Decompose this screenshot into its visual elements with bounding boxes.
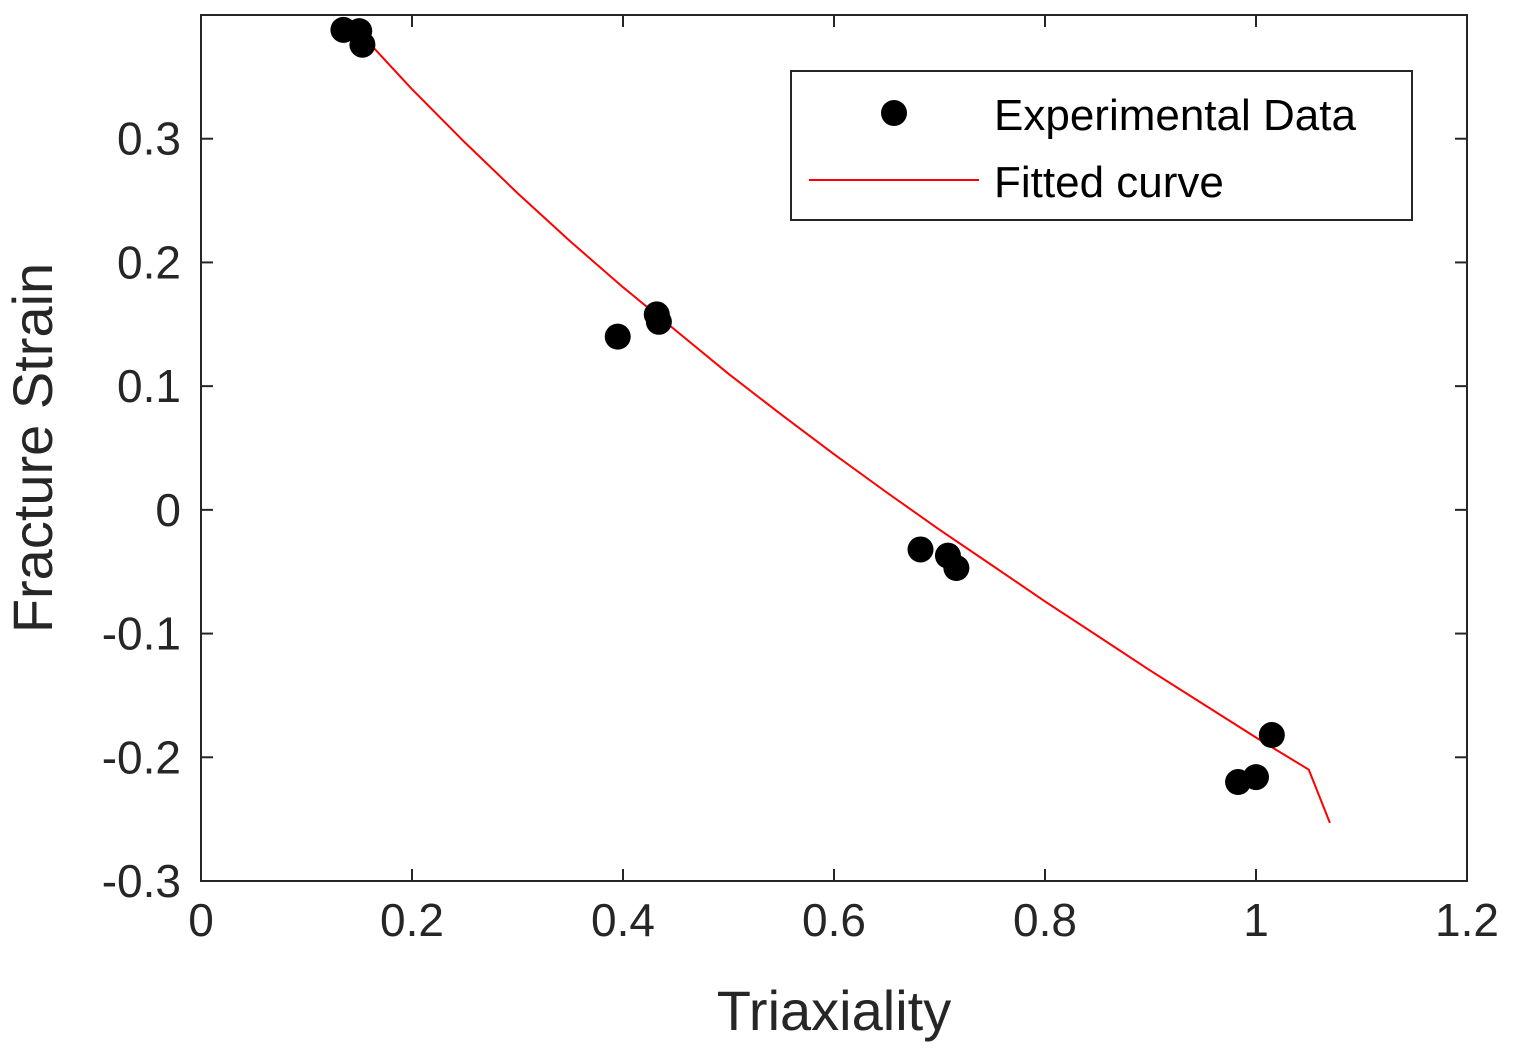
legend-box [790,70,1413,221]
x-tick-label: 1.2 [1435,894,1499,946]
plot-frame [200,14,1468,882]
data-point [1258,722,1285,749]
data-point [943,555,970,582]
y-tick-label: 0 [155,484,181,536]
data-point [1243,764,1269,791]
y-tick-label: 0.3 [117,113,181,165]
y-tick-label: 0.1 [117,360,181,412]
tick-labels: 0 0.2 0.4 0.6 0.8 1 1.2 -0.3 -0.2 -0.1 0 0.1 0.2 0.3 [102,113,1499,946]
x-axis-title: Triaxiality [717,979,951,1042]
y-tick-label: -0.1 [102,608,181,660]
y-axis-title: Fracture Strain [1,263,64,633]
data-point [907,536,934,563]
data-point [604,323,631,350]
x-tick-label: 0.6 [802,894,866,946]
data-point [349,31,376,58]
y-tick-label: 0.2 [117,236,181,288]
legend-marker-experimental-data [881,100,907,126]
legend-label-fitted-curve: Fitted curve [994,158,1224,207]
x-tick-label: 0.8 [1013,894,1077,946]
data-point [645,308,672,335]
x-tick-label: 0 [188,894,214,946]
x-tick-label: 0.2 [380,894,444,946]
fitted-curve-line [358,31,1331,824]
experimental-data-points [330,16,1285,796]
legend: Experimental Data Fitted curve [790,70,1413,221]
y-tick-label: -0.2 [102,731,181,783]
legend-label-experimental-data: Experimental Data [994,91,1356,140]
y-tick-label: -0.3 [102,855,181,907]
x-tick-label: 0.4 [591,894,655,946]
x-tick-label: 1 [1243,894,1269,946]
